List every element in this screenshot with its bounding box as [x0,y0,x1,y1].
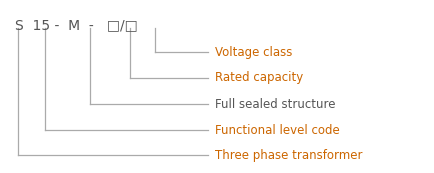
Text: Three phase transformer: Three phase transformer [214,148,362,162]
Text: Voltage class: Voltage class [214,45,292,58]
Text: S  15 -  M  -   □/□: S 15 - M - □/□ [15,18,138,32]
Text: Functional level code: Functional level code [214,124,339,136]
Text: Full sealed structure: Full sealed structure [214,98,335,111]
Text: Rated capacity: Rated capacity [214,71,302,84]
